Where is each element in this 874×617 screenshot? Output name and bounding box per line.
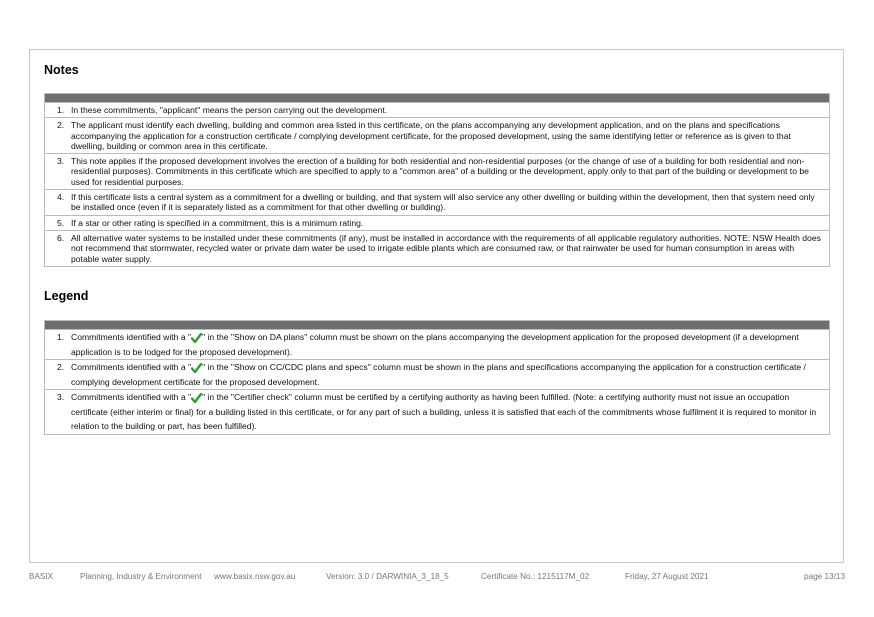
- legend-text: Commitments identified with a " " in the …: [71, 330, 821, 359]
- header-bar: [45, 321, 829, 329]
- legend-text-after: " in the "Show on CC/CDC plans and specs…: [71, 362, 806, 387]
- footer-version: Version: 3.0 / DARWINIA_3_18_5: [326, 572, 449, 581]
- footer-product: BASIX: [29, 572, 54, 581]
- note-text: The applicant must identify each dwellin…: [71, 120, 791, 151]
- note-row: 6. All alternative water systems to be in…: [45, 229, 829, 266]
- legend-text: Commitments identified with a " " in the …: [71, 360, 821, 389]
- check-icon: [191, 333, 203, 343]
- note-row: 4. If this certificate lists a central sy…: [45, 189, 829, 215]
- note-row: 2. The applicant must identify each dwell…: [45, 117, 829, 153]
- header-bar: [45, 94, 829, 102]
- note-text: If a star or other rating is specified i…: [71, 217, 364, 228]
- notes-table: 1. In these commitments, "applicant" mean…: [44, 93, 830, 267]
- notes-title: Notes: [44, 63, 79, 77]
- note-row: 1. In these commitments, "applicant" mean…: [45, 102, 829, 117]
- note-row: 3. This note applies if the proposed deve…: [45, 153, 829, 189]
- legend-title: Legend: [44, 289, 89, 303]
- check-icon: [191, 363, 203, 373]
- note-text: If this certificate lists a central syst…: [71, 192, 815, 213]
- note-number: 2.: [57, 120, 65, 131]
- note-text: This note applies if the proposed develo…: [71, 156, 809, 187]
- note-number: 5.: [57, 217, 65, 228]
- note-number: 4.: [57, 192, 65, 203]
- legend-text-before: Commitments identified with a ": [71, 332, 192, 342]
- note-text: All alternative water systems to be inst…: [71, 232, 821, 264]
- note-number: 6.: [57, 232, 65, 243]
- footer-department: Planning, Industry & Environment: [80, 572, 202, 581]
- legend-row: 3. Commitments identified with a " " in th…: [45, 389, 829, 434]
- note-text: In these commitments, "applicant" means …: [71, 105, 388, 115]
- check-icon: [191, 393, 203, 403]
- page-frame: [29, 49, 844, 563]
- legend-table: 1. Commitments identified with a " " in th…: [44, 320, 830, 435]
- legend-number: 2.: [57, 362, 65, 372]
- footer-certificate: Certificate No.: 1215117M_02: [481, 572, 590, 581]
- note-row: 5. If a star or other rating is specified…: [45, 214, 829, 230]
- legend-text-after: " in the "Show on DA plans" column must …: [71, 332, 799, 357]
- legend-text-before: Commitments identified with a ": [71, 392, 192, 402]
- legend-row: 1. Commitments identified with a " " in th…: [45, 329, 829, 359]
- legend-number: 1.: [57, 332, 65, 342]
- legend-text-after: " in the "Certifier check" column must b…: [71, 392, 817, 431]
- footer-date: Friday, 27 August 2021: [625, 572, 709, 581]
- legend-text: Commitments identified with a " " in the …: [71, 390, 821, 434]
- footer-website: www.basix.nsw.gov.au: [214, 572, 296, 581]
- legend-text-before: Commitments identified with a ": [71, 362, 192, 372]
- note-number: 1.: [57, 105, 65, 115]
- note-number: 3.: [57, 156, 65, 167]
- legend-number: 3.: [57, 392, 65, 402]
- legend-row: 2. Commitments identified with a " " in th…: [45, 359, 829, 389]
- footer-page: page 13/13: [804, 572, 845, 581]
